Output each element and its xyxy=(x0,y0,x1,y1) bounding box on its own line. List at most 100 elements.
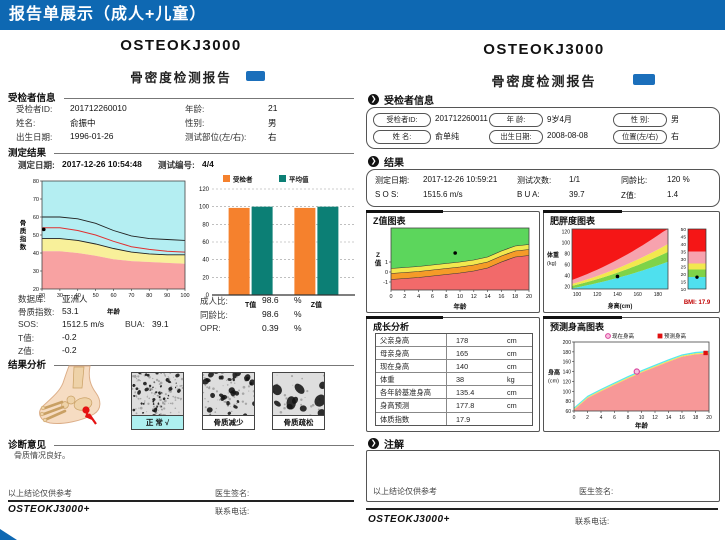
svg-text:4: 4 xyxy=(600,415,603,421)
growth-row-unit: kg xyxy=(507,375,515,385)
growth-row: 现在身高 140 cm xyxy=(376,360,532,374)
phone-label: 联系电话: xyxy=(575,517,610,526)
svg-text:Z值: Z值 xyxy=(311,300,322,309)
report-badge xyxy=(246,71,265,81)
sex-value: 男 xyxy=(268,118,277,128)
svg-text:现在身高: 现在身高 xyxy=(612,332,635,340)
svg-text:120: 120 xyxy=(199,187,210,193)
svg-text:140: 140 xyxy=(613,292,622,298)
growth-row-label: 身高预测 xyxy=(380,401,410,411)
growth-table: 父亲身高 178 cm 母亲身高 165 cm 现在身高 140 cm 体重 38 kg 各年龄基准身高… xyxy=(375,333,533,426)
svg-text:50: 50 xyxy=(681,227,687,233)
svg-text:BMI: 17.9: BMI: 17.9 xyxy=(684,300,711,306)
growth-row-unit: cm xyxy=(507,362,517,372)
growth-row-value: 17.9 xyxy=(456,414,471,424)
note-box: 以上结论仅供参考 医生签名: xyxy=(366,450,720,502)
texture-normal-label: 正 常 √ xyxy=(131,415,184,430)
foot-illustration xyxy=(38,364,104,432)
svg-text:数: 数 xyxy=(20,242,27,251)
svg-text:值: 值 xyxy=(375,258,382,267)
bqi-label: 骨质指数: xyxy=(18,307,55,317)
z-value: 1.4 xyxy=(667,190,679,199)
svg-text:0: 0 xyxy=(389,294,392,300)
footer-note: 以上结论仅供参考 xyxy=(8,489,72,498)
z-chart-title: Z值图表 xyxy=(373,216,406,226)
svg-text:20: 20 xyxy=(706,415,712,421)
svg-text:200: 200 xyxy=(563,340,572,346)
measure-date-value: 2017-12-26 10:59:21 xyxy=(423,175,498,184)
z-label: Z值: xyxy=(18,346,35,356)
svg-text:40: 40 xyxy=(564,273,570,279)
t-z-bar-chart: 受检者 平均值 0 20 40 60 80 100 120 T值 Z值 xyxy=(192,173,358,315)
texture-osteoporosis-label: 骨质疏松 xyxy=(272,415,325,430)
device-title: OSTEOKJ3000 xyxy=(483,41,605,58)
svg-text:-1: -1 xyxy=(383,280,388,286)
svg-text:100: 100 xyxy=(562,241,571,247)
svg-text:180: 180 xyxy=(563,350,572,356)
test-no-value: 4/4 xyxy=(202,159,214,169)
svg-text:0: 0 xyxy=(206,293,210,299)
peer-ratio-label: 同龄比: xyxy=(200,310,228,320)
birth-value: 1996-01-26 xyxy=(70,131,114,141)
svg-text:80: 80 xyxy=(33,179,39,185)
section-diagnosis-label: 诊断意见 xyxy=(8,440,47,451)
name-value: 俞单纯 xyxy=(435,132,459,141)
svg-text:6: 6 xyxy=(431,294,434,300)
site-label: 测试部位(左/右): xyxy=(185,132,247,142)
patient-info-box: 受检者ID: 201712260011 年 龄: 9岁4月 性 别: 男 姓 名… xyxy=(366,107,720,149)
t-value: -0.2 xyxy=(62,332,77,342)
section-note-label: 注解 xyxy=(384,440,404,451)
section-diagnosis: 诊断意见 xyxy=(8,437,354,451)
svg-text:2: 2 xyxy=(586,415,589,421)
growth-row-label: 父亲身高 xyxy=(380,336,410,345)
measure-date-value: 2017-12-26 10:54:48 xyxy=(62,159,142,169)
sex-pill: 性 别: xyxy=(613,113,667,127)
growth-row-unit: cm xyxy=(507,336,517,345)
svg-text:18: 18 xyxy=(693,415,699,421)
svg-text:30: 30 xyxy=(681,257,687,263)
brand-mark: OSTEOKJ3000+ xyxy=(368,514,450,525)
svg-text:骨: 骨 xyxy=(20,218,27,227)
section-rule xyxy=(54,152,354,154)
growth-row-label: 各年龄基准身高 xyxy=(380,388,432,398)
page-title: 报告单展示（成人+儿童） xyxy=(9,6,207,23)
footer-divider xyxy=(8,500,354,502)
svg-text:15: 15 xyxy=(681,279,687,285)
texture-osteoporosis-box: 骨质疏松 xyxy=(250,355,331,431)
svg-text:70: 70 xyxy=(128,293,134,299)
patient-id-value: 201712260011 xyxy=(435,114,488,123)
svg-text:10: 10 xyxy=(681,287,687,293)
svg-text:70: 70 xyxy=(33,197,39,203)
growth-row-label: 母亲身高 xyxy=(380,349,410,359)
growth-row: 父亲身高 178 cm xyxy=(376,334,532,348)
svg-text:10: 10 xyxy=(639,415,645,421)
svg-text:80: 80 xyxy=(146,293,152,299)
svg-text:80: 80 xyxy=(564,252,570,258)
section-note: ❯ 注解 xyxy=(368,436,404,451)
growth-row-label: 体质指数 xyxy=(380,414,410,424)
footer-divider xyxy=(366,508,718,510)
section-patient-label: 受检者信息 xyxy=(384,96,434,107)
birth-label: 出生日期: xyxy=(16,132,53,142)
growth-row-unit: cm xyxy=(507,388,517,398)
svg-text:60: 60 xyxy=(202,240,209,246)
svg-text:0: 0 xyxy=(573,415,576,421)
section-analysis: 结果分析 xyxy=(8,357,354,371)
svg-text:20: 20 xyxy=(33,287,39,293)
arrow-circle-icon: ❯ xyxy=(368,94,379,105)
t-label: T值: xyxy=(18,333,35,343)
database-value: 亚洲人 xyxy=(62,294,88,304)
arrow-circle-icon: ❯ xyxy=(368,438,379,449)
texture-normal-box: 正 常 √ xyxy=(113,345,195,430)
svg-text:80: 80 xyxy=(565,399,571,405)
svg-text:预测身高: 预测身高 xyxy=(664,332,687,340)
z-value: -0.2 xyxy=(62,345,77,355)
svg-text:身高(cm): 身高(cm) xyxy=(608,302,633,310)
patient-id-pill: 受检者ID: xyxy=(373,113,431,127)
svg-text:年龄: 年龄 xyxy=(107,307,121,316)
growth-row-unit: cm xyxy=(507,349,517,359)
test-times-value: 1/1 xyxy=(569,175,581,184)
section-analysis-label: 结果分析 xyxy=(8,360,47,371)
svg-text:160: 160 xyxy=(634,292,643,298)
svg-text:0: 0 xyxy=(385,270,388,276)
